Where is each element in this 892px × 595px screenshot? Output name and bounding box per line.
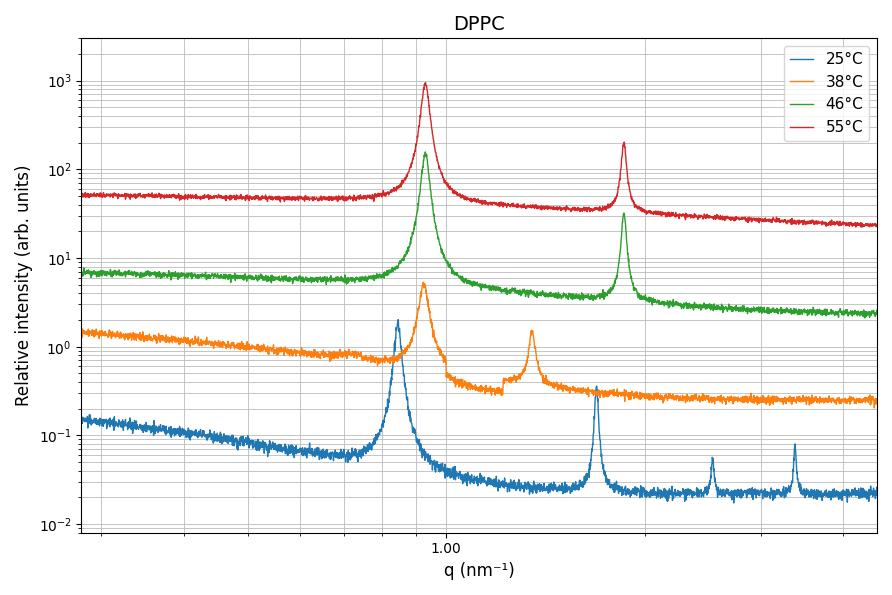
46°C xyxy=(771,306,781,313)
25°C xyxy=(214,432,225,439)
X-axis label: q (nm⁻¹): q (nm⁻¹) xyxy=(444,562,515,580)
38°C xyxy=(869,405,880,412)
Line: 38°C: 38°C xyxy=(81,282,877,408)
55°C xyxy=(420,79,431,86)
38°C xyxy=(418,278,429,286)
38°C xyxy=(871,395,882,402)
46°C xyxy=(416,178,426,185)
Line: 55°C: 55°C xyxy=(81,83,877,227)
38°C xyxy=(76,328,87,336)
55°C xyxy=(856,220,867,227)
46°C xyxy=(420,148,431,155)
Legend: 25°C, 38°C, 46°C, 55°C: 25°C, 38°C, 46°C, 55°C xyxy=(784,46,870,141)
46°C xyxy=(856,309,867,316)
Line: 25°C: 25°C xyxy=(81,320,877,503)
25°C xyxy=(856,488,867,496)
25°C xyxy=(771,489,781,496)
55°C xyxy=(771,218,781,226)
25°C xyxy=(392,316,403,323)
46°C xyxy=(167,273,178,280)
46°C xyxy=(381,269,392,276)
Y-axis label: Relative intensity (arb. units): Relative intensity (arb. units) xyxy=(15,165,33,406)
Title: DPPC: DPPC xyxy=(453,15,505,34)
46°C xyxy=(871,309,882,316)
25°C xyxy=(871,492,882,499)
25°C xyxy=(729,499,739,506)
55°C xyxy=(850,224,861,231)
25°C xyxy=(167,431,178,438)
38°C xyxy=(416,288,426,295)
46°C xyxy=(214,273,225,280)
38°C xyxy=(214,342,225,349)
46°C xyxy=(76,266,87,273)
38°C xyxy=(381,355,392,362)
Line: 46°C: 46°C xyxy=(81,152,877,318)
55°C xyxy=(871,223,882,230)
55°C xyxy=(76,192,87,199)
55°C xyxy=(214,193,225,200)
25°C xyxy=(416,449,426,456)
55°C xyxy=(381,190,392,198)
38°C xyxy=(167,338,178,345)
38°C xyxy=(771,395,781,402)
55°C xyxy=(167,192,178,199)
25°C xyxy=(381,406,392,414)
55°C xyxy=(416,105,426,112)
46°C xyxy=(860,314,871,321)
25°C xyxy=(76,415,87,422)
38°C xyxy=(856,397,867,405)
